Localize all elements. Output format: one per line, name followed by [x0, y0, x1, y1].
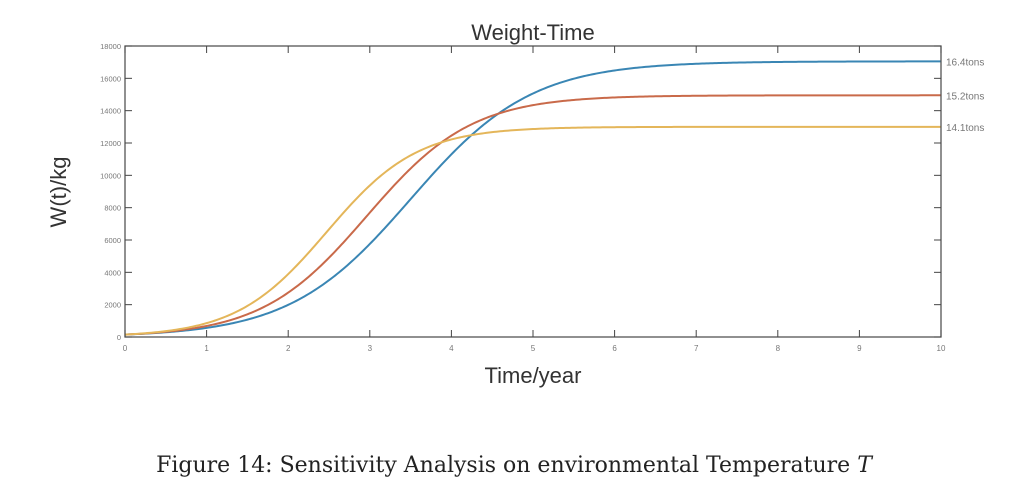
x-tick-label: 6 — [612, 344, 617, 353]
y-tick-label: 14000 — [100, 107, 121, 116]
series-line-3 — [124, 125, 941, 336]
series-line-1 — [124, 60, 941, 336]
x-tick-label: 5 — [531, 344, 536, 353]
x-tick-label: 4 — [449, 344, 454, 353]
series-annotation-3: 14.1tons — [946, 123, 984, 134]
y-tick-label: 18000 — [100, 42, 121, 51]
y-tick-label: 0 — [117, 333, 121, 342]
weight-time-chart: Weight-Time W(t)/kg Time/year 0 1 2 3 4 5 6 7 8 9… — [46, 20, 984, 388]
series-annotation-2: 15.2tons — [946, 91, 984, 102]
y-tick-label: 4000 — [104, 268, 121, 277]
x-tick-label: 2 — [286, 344, 291, 353]
x-tick-label: 8 — [776, 344, 781, 353]
figure-caption: Figure 14: Sensitivity Analysis on envir… — [0, 453, 1028, 478]
series-layer — [124, 60, 941, 336]
y-tick-label: 8000 — [104, 204, 121, 213]
series-line-2 — [124, 94, 941, 336]
caption-text: Figure 14: Sensitivity Analysis on envir… — [156, 453, 858, 478]
chart-title: Weight-Time — [471, 20, 594, 45]
x-tick-label: 10 — [937, 344, 946, 353]
axes-layer: 0 1 2 3 4 5 6 7 8 9 10 0 2000 4000 6000 8000 10000 12000 1… — [100, 42, 946, 353]
annotation-layer: 16.4tons 15.2tons 14.1tons — [946, 57, 984, 133]
x-tick-label: 9 — [857, 344, 862, 353]
x-tick-label: 1 — [204, 344, 209, 353]
series-annotation-1: 16.4tons — [946, 57, 984, 68]
x-tick-label: 3 — [368, 344, 373, 353]
plot-frame — [124, 45, 942, 338]
y-tick-label: 2000 — [104, 301, 121, 310]
x-tick-label: 0 — [123, 344, 128, 353]
y-tick-label: 10000 — [100, 171, 121, 180]
y-tick-label: 6000 — [104, 236, 121, 245]
caption-variable: T — [857, 453, 872, 478]
y-tick-label: 12000 — [100, 139, 121, 148]
x-axis-label: Time/year — [485, 363, 582, 388]
y-axis-label: W(t)/kg — [46, 157, 71, 228]
y-tick-label: 16000 — [100, 74, 121, 83]
x-tick-label: 7 — [694, 344, 699, 353]
